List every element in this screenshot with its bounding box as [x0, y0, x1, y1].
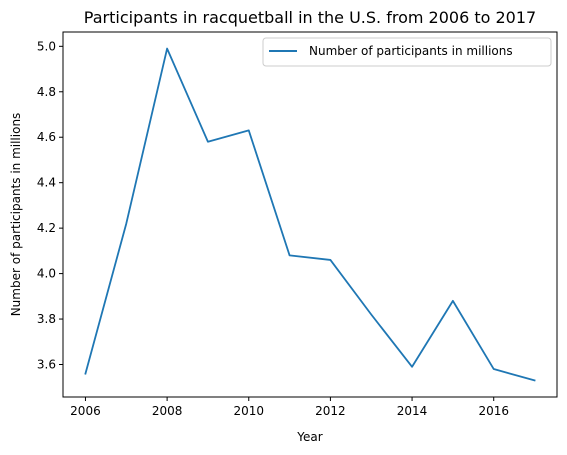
y-tick-label: 4.0	[37, 267, 56, 281]
y-tick-label: 4.6	[37, 130, 56, 144]
y-tick-label: 4.2	[37, 221, 56, 235]
y-tick-label: 4.8	[37, 85, 56, 99]
y-tick-label: 3.6	[37, 358, 56, 372]
y-tick-label: 3.8	[37, 312, 56, 326]
y-axis-label: Number of participants in millions	[9, 113, 23, 317]
y-tick-label: 4.4	[37, 176, 56, 190]
y-axis: 3.6 3.8 4.0 4.2 4.4 4.6 4.8 5.0	[37, 39, 63, 371]
x-tick-label: 2008	[152, 404, 183, 418]
x-axis-label: Year	[296, 430, 322, 444]
x-tick-label: 2006	[70, 404, 101, 418]
plot-area	[63, 32, 557, 397]
legend-label: Number of participants in millions	[309, 44, 513, 58]
chart-title: Participants in racquetball in the U.S. …	[84, 8, 536, 27]
y-tick-label: 5.0	[37, 39, 56, 53]
x-axis: 2006 2008 2010 2012 2014 2016	[70, 397, 509, 418]
x-tick-label: 2016	[478, 404, 509, 418]
x-tick-label: 2010	[233, 404, 264, 418]
legend: Number of participants in millions	[263, 38, 551, 66]
x-tick-label: 2014	[397, 404, 428, 418]
x-tick-label: 2012	[315, 404, 346, 418]
